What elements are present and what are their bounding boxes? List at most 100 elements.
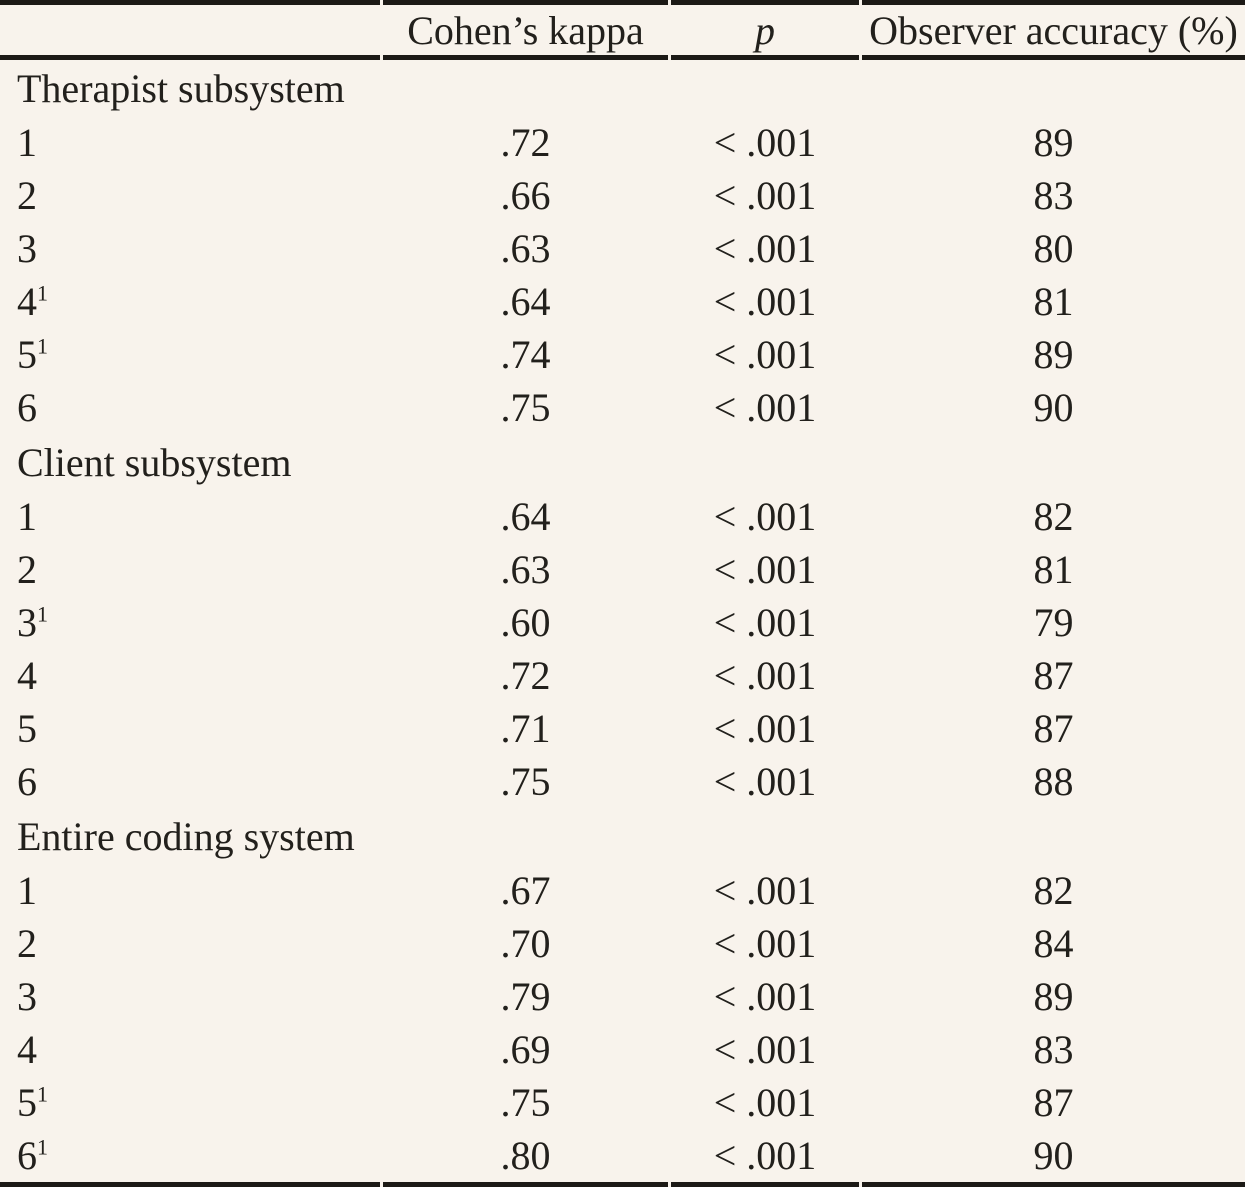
code-number: 3: [17, 600, 37, 645]
cell-code-number: 6: [0, 381, 380, 434]
cell-kappa: .69: [500, 1027, 551, 1072]
cell-kappa: .75: [500, 385, 551, 430]
cell-code-number: 4: [0, 1023, 380, 1076]
code-number: 3: [17, 974, 37, 1019]
cell-kappa: .80: [383, 1129, 668, 1187]
cell-accuracy: 82: [1033, 494, 1074, 539]
cell-accuracy: 90: [1033, 385, 1074, 430]
footnote-marker: 1: [37, 280, 48, 306]
column-header-kappa: Cohen’s kappa: [383, 0, 668, 60]
data-row: 1 .67 < .001 82: [0, 864, 1245, 917]
code-number: 5: [17, 706, 37, 751]
cell-p: < .001: [671, 1129, 859, 1187]
group-header-row: Client subsystem: [0, 434, 1245, 490]
cell-accuracy: 81: [1033, 547, 1074, 592]
table-body: Therapist subsystem 1 .72 < .001 89 2 .66 < .00…: [0, 60, 1245, 1187]
cell-p: < .001: [713, 173, 817, 218]
cell-kappa: .70: [500, 921, 551, 966]
code-number: 5: [17, 332, 37, 377]
data-row: 31 .60 < .001 79: [0, 596, 1245, 649]
cell-kappa: .72: [500, 653, 551, 698]
cell-code-number: 5: [0, 702, 380, 755]
cell-code-number: 41: [0, 275, 380, 328]
group-header-label: Entire coding system: [17, 813, 355, 859]
data-row: 5 .71 < .001 87: [0, 702, 1245, 755]
table-header: Cohen’s kappa p Observer accuracy (%): [0, 0, 1245, 60]
footnote-marker: 1: [37, 601, 48, 627]
cell-p: < .001: [713, 226, 817, 271]
cell-p: < .001: [713, 1080, 817, 1125]
data-row: 1 .72 < .001 89: [0, 116, 1245, 169]
cell-accuracy: 84: [1033, 921, 1074, 966]
code-number: 4: [17, 1027, 37, 1072]
code-number: 3: [17, 226, 37, 271]
cell-p: < .001: [713, 706, 817, 751]
footnote-marker: 1: [37, 333, 48, 359]
cell-accuracy: 82: [1033, 868, 1074, 913]
cell-code-number: 2: [0, 169, 380, 222]
cell-kappa: .75: [500, 759, 551, 804]
data-row: 61.80 < .001 90: [0, 1129, 1245, 1187]
cell-accuracy: 79: [1033, 600, 1074, 645]
cell-kappa: .63: [500, 547, 551, 592]
cell-p: < .001: [713, 332, 817, 377]
data-row: 2 .63 < .001 81: [0, 543, 1245, 596]
data-row: 6 .75 < .001 90: [0, 381, 1245, 434]
data-row: 41 .64 < .001 81: [0, 275, 1245, 328]
cell-p: < .001: [713, 547, 817, 592]
code-number: 6: [17, 1133, 37, 1178]
cell-code-number: 2: [0, 917, 380, 970]
cell-kappa: .79: [500, 974, 551, 1019]
cell-accuracy: 89: [1033, 120, 1074, 165]
code-number: 4: [17, 653, 37, 698]
cell-p: < .001: [713, 868, 817, 913]
code-number: 6: [17, 759, 37, 804]
cell-kappa: .72: [500, 120, 551, 165]
column-header-p: p: [671, 0, 859, 60]
cell-accuracy: 87: [1033, 653, 1074, 698]
group-header-label: Client subsystem: [17, 439, 292, 485]
data-row: 51 .74 < .001 89: [0, 328, 1245, 381]
cell-accuracy: 90: [862, 1129, 1245, 1187]
cell-code-number: 1: [0, 116, 380, 169]
cell-kappa: .66: [500, 173, 551, 218]
data-row: 1 .64 < .001 82: [0, 490, 1245, 543]
cell-kappa: .67: [500, 868, 551, 913]
cell-code-number: 51: [0, 1076, 380, 1129]
header-row: Cohen’s kappa p Observer accuracy (%): [0, 0, 1245, 60]
cell-kappa: .60: [500, 600, 551, 645]
data-row: 6 .75 < .001 88: [0, 755, 1245, 808]
data-row: 51 .75 < .001 87: [0, 1076, 1245, 1129]
data-row: 4 .72 < .001 87: [0, 649, 1245, 702]
cell-code-number: 3: [0, 222, 380, 275]
cell-p: < .001: [713, 974, 817, 1019]
group-header-label: Therapist subsystem: [17, 65, 345, 111]
footnote-marker: 1: [37, 1081, 48, 1107]
column-header-stub: [0, 0, 380, 60]
code-number: 2: [17, 547, 37, 592]
cell-p: < .001: [713, 494, 817, 539]
cell-accuracy: 81: [1033, 279, 1074, 324]
group-header-row: Therapist subsystem: [0, 60, 1245, 116]
code-number: 1: [17, 868, 37, 913]
cell-accuracy: 87: [1033, 1080, 1074, 1125]
data-row: 2 .66 < .001 83: [0, 169, 1245, 222]
cell-accuracy: 83: [1033, 1027, 1074, 1072]
cell-accuracy: 88: [1033, 759, 1074, 804]
cell-kappa: .63: [500, 226, 551, 271]
data-row: 3 .79 < .001 89: [0, 970, 1245, 1023]
cell-p: < .001: [713, 279, 817, 324]
cell-accuracy: 89: [1033, 974, 1074, 1019]
cell-accuracy: 87: [1033, 706, 1074, 751]
cell-code-number: 31: [0, 596, 380, 649]
cell-code-number: 51: [0, 328, 380, 381]
cell-p: < .001: [713, 653, 817, 698]
cell-p: < .001: [713, 120, 817, 165]
cell-code-number: 4: [0, 649, 380, 702]
data-row: 2 .70 < .001 84: [0, 917, 1245, 970]
code-number: 1: [17, 120, 37, 165]
code-number: 2: [17, 173, 37, 218]
cell-code-number: 3: [0, 970, 380, 1023]
